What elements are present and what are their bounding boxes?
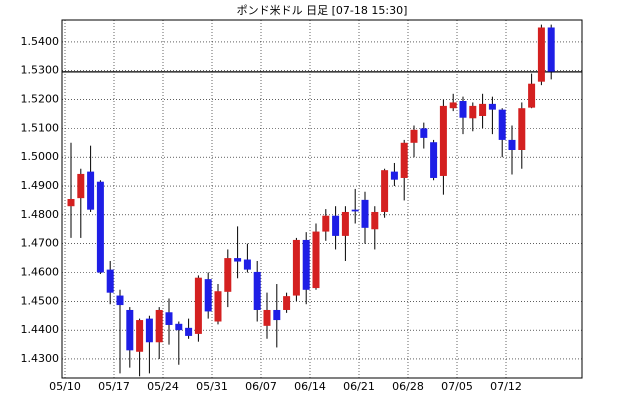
candle-body	[459, 100, 467, 118]
candle-body	[420, 128, 428, 138]
y-tick-label: 1.4800	[21, 208, 60, 221]
candle-body	[126, 309, 134, 351]
candle-body	[106, 269, 114, 293]
x-tick-label: 07/12	[490, 380, 522, 393]
candle-body	[518, 108, 526, 150]
candle-body	[273, 309, 281, 321]
candle-body	[332, 215, 340, 236]
candle-body	[77, 173, 85, 199]
candle-body	[165, 312, 173, 325]
candle-body	[136, 320, 144, 352]
candle-body	[381, 170, 389, 212]
plot-area	[61, 19, 583, 379]
candle-body	[145, 318, 153, 343]
y-tick-label: 1.5400	[21, 35, 60, 48]
candle-body	[253, 271, 261, 310]
y-tick-label: 1.4700	[21, 237, 60, 250]
y-tick-label: 1.4500	[21, 294, 60, 307]
x-tick-label: 07/05	[441, 380, 473, 393]
candle-body	[263, 309, 271, 326]
y-tick-label: 1.5000	[21, 150, 60, 163]
candle-body	[508, 139, 516, 150]
chart-title: ポンド米ドル 日足 [07-18 15:30]	[237, 4, 408, 17]
x-tick-label: 06/21	[343, 380, 375, 393]
candle-body	[528, 83, 536, 108]
candle-body	[341, 211, 349, 236]
candle-body	[214, 291, 222, 322]
candle-body	[283, 296, 291, 310]
candle-body	[498, 109, 506, 140]
candle-body	[292, 239, 300, 296]
candle-body	[185, 327, 193, 336]
candle-body	[371, 211, 379, 230]
candle-body	[488, 103, 496, 110]
candle-body	[439, 105, 447, 176]
y-tick-label: 1.5200	[21, 93, 60, 106]
candle-body	[430, 142, 438, 178]
candle-body	[302, 239, 310, 290]
candle-body	[547, 27, 555, 72]
candle-body	[351, 209, 359, 212]
y-tick-label: 1.5300	[21, 64, 60, 77]
candle-body	[449, 102, 457, 109]
candle-body	[175, 323, 183, 331]
candle-body	[224, 258, 232, 292]
y-tick-label: 1.4300	[21, 352, 60, 365]
candle-body	[155, 309, 163, 343]
x-tick-label: 05/24	[147, 380, 179, 393]
candle-body	[243, 259, 251, 270]
x-tick-label: 06/14	[294, 380, 326, 393]
y-tick-label: 1.4900	[21, 179, 60, 192]
y-tick-label: 1.4600	[21, 266, 60, 279]
y-tick-label: 1.4400	[21, 323, 60, 336]
candle-body	[469, 105, 477, 119]
candle-body	[234, 258, 242, 262]
candle-body	[204, 279, 212, 312]
candle-body	[312, 231, 320, 289]
candle-body	[410, 129, 418, 143]
candle-body	[322, 215, 330, 232]
candle-body	[194, 277, 202, 334]
x-tick-label: 05/10	[49, 380, 81, 393]
candle-body	[87, 171, 95, 210]
candle-body	[537, 27, 545, 82]
x-tick-label: 05/31	[196, 380, 228, 393]
candle-body	[479, 103, 487, 116]
x-tick-label: 06/28	[392, 380, 424, 393]
candle-body	[361, 199, 369, 228]
candle-body	[67, 199, 75, 207]
y-tick-label: 1.5100	[21, 121, 60, 134]
candle-body	[390, 171, 398, 180]
candle-body	[116, 295, 124, 306]
candle-body	[96, 181, 104, 273]
x-tick-label: 05/17	[98, 380, 130, 393]
candle-body	[400, 142, 408, 178]
x-tick-label: 06/07	[245, 380, 277, 393]
